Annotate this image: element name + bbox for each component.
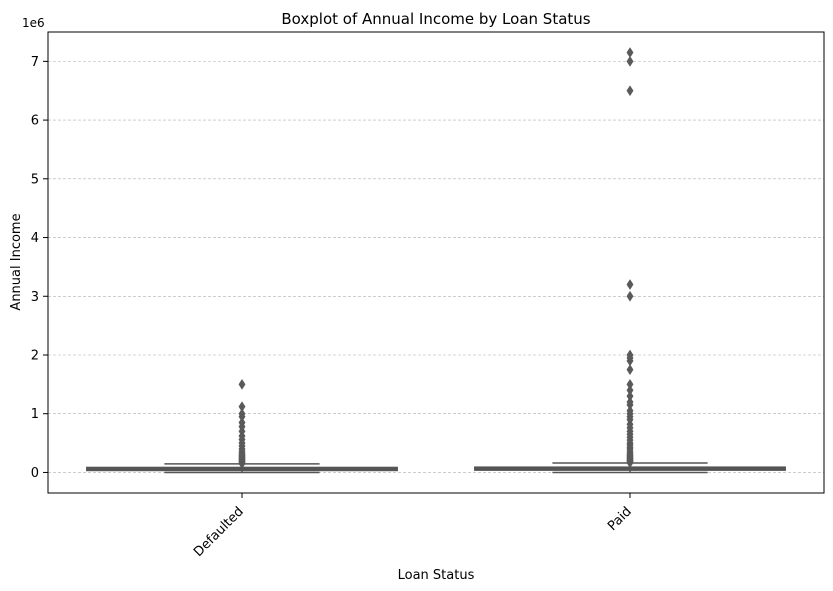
- x-tick-label: Defaulted: [191, 504, 247, 560]
- outlier-point: [626, 290, 634, 302]
- outlier-point: [626, 85, 634, 97]
- outlier-points: [238, 47, 634, 470]
- x-axis-label: Loan Status: [398, 568, 475, 583]
- y-axis-label: Annual Income: [9, 213, 24, 310]
- outlier-point: [626, 405, 634, 417]
- y-tick-label: 3: [31, 290, 39, 305]
- outlier-point: [238, 417, 246, 428]
- y-tick-label: 1: [31, 407, 39, 422]
- x-axis-ticks: Defaulted Paid: [191, 493, 635, 560]
- y-tick-label: 0: [31, 466, 39, 481]
- outlier-point: [238, 378, 246, 390]
- outlier-point: [626, 349, 634, 361]
- outlier-point: [238, 408, 246, 420]
- y-axis-multiplier: 1e6: [22, 16, 45, 30]
- outlier-point: [626, 390, 634, 402]
- outlier-point: [626, 55, 634, 67]
- y-tick-label: 6: [31, 114, 39, 129]
- boxes: [86, 462, 786, 474]
- outlier-point: [626, 364, 634, 376]
- outlier-point: [626, 378, 634, 390]
- y-tick-label: 2: [31, 348, 39, 363]
- y-tick-label: 5: [31, 172, 39, 187]
- plot-frame: [47, 31, 825, 494]
- gridlines: [48, 61, 824, 473]
- outlier-point: [626, 47, 634, 59]
- outlier-point: [626, 279, 634, 290]
- y-tick-label: 4: [31, 231, 39, 246]
- chart-title: Boxplot of Annual Income by Loan Status: [281, 10, 590, 28]
- outlier-point: [626, 396, 634, 408]
- y-axis-ticks: 0 1 2 3 4 5 6 7: [31, 55, 48, 481]
- y-tick-label: 7: [31, 55, 39, 70]
- x-tick-label: Paid: [605, 504, 635, 534]
- outlier-point: [626, 384, 634, 396]
- outlier-point: [238, 401, 246, 413]
